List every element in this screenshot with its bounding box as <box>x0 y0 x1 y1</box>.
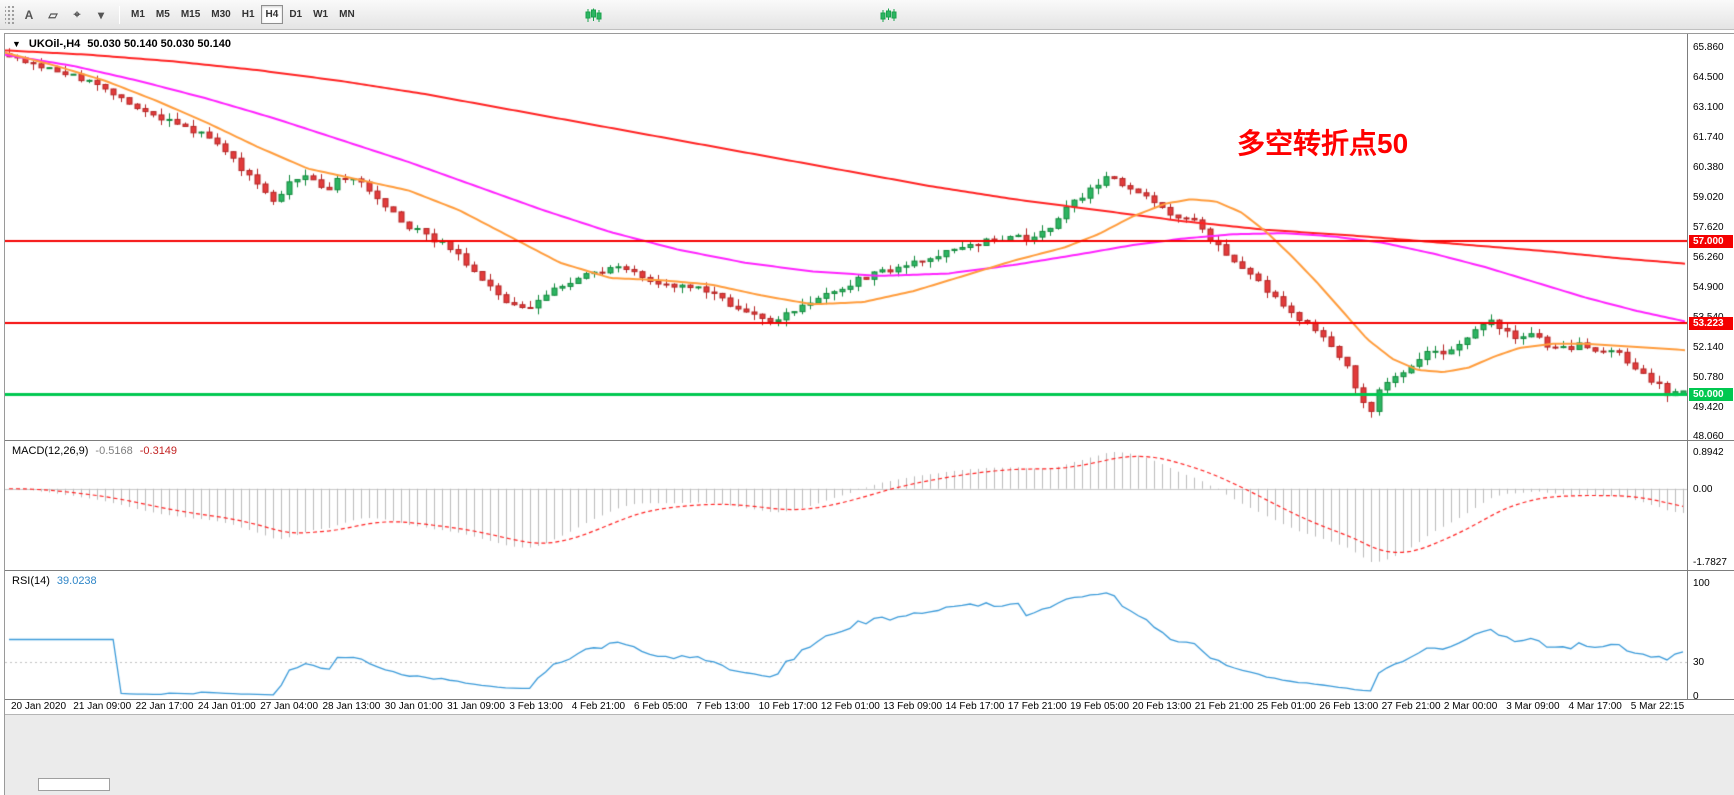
macd-panel[interactable]: MACD(12,26,9) -0.5168 -0.3149 0.8942 0.00… <box>5 441 1734 571</box>
chart-annotation: 多空转折点50 <box>1237 128 1409 159</box>
macd-axis-label: 0.8942 <box>1693 447 1724 458</box>
time-axis-label: 6 Feb 05:00 <box>634 701 688 712</box>
time-axis-label: 22 Jan 17:00 <box>135 701 194 712</box>
timeframe-button-h4[interactable]: H4 <box>260 5 284 24</box>
price-line-tag: 50.000 <box>1689 388 1733 402</box>
status-bar <box>5 715 1734 795</box>
time-axis[interactable]: 20 Jan 2020 21 Jan 09:00 22 Jan 17:00 24 Ja… <box>5 700 1734 715</box>
macd-main-value: -0.5168 <box>95 445 133 457</box>
green-candles-icon-1[interactable] <box>585 8 602 23</box>
timeframe-buttons: M1 M5 M15 M30 H1 H4 D1 W1 MN <box>126 5 361 24</box>
time-axis-label: 2 Mar 00:00 <box>1443 701 1498 712</box>
time-axis-label: 25 Feb 01:00 <box>1257 701 1316 712</box>
time-axis-label: 31 Jan 09:00 <box>447 701 505 712</box>
price-axis-label: 59.020 <box>1693 191 1724 203</box>
price-axis-label: 50.780 <box>1693 371 1724 383</box>
time-axis-label: 12 Feb 01:00 <box>820 701 880 712</box>
rsi-canvas <box>5 571 1687 699</box>
price-axis-label: 53.540 <box>1693 312 1724 323</box>
macd-signal-value: -0.3149 <box>139 445 178 457</box>
rsi-axis[interactable]: 100 30 0 <box>1687 571 1734 702</box>
price-axis-label: 61.740 <box>1693 132 1724 144</box>
time-axis-label: 3 Feb 13:00 <box>509 701 563 712</box>
time-axis-label: 28 Jan 13:00 <box>322 701 381 712</box>
toolbar-separator <box>119 5 120 24</box>
price-axis-label: 49.420 <box>1693 401 1724 413</box>
time-axis-label: 30 Jan 01:00 <box>384 701 443 712</box>
timeframe-button-h1[interactable]: H1 <box>241 9 255 20</box>
crosshair-tool-icon[interactable]: ⌖ <box>73 7 81 21</box>
price-axis-label: 54.900 <box>1693 281 1724 293</box>
macd-canvas <box>5 441 1687 570</box>
price-axis-label: 48.060 <box>1693 431 1724 443</box>
symbol-name: UKOil-,H4 <box>28 38 81 50</box>
time-axis-label: 20 Jan 2020 <box>11 701 67 712</box>
chart-window: ▼ UKOil-,H4 50.030 50.140 50.030 50.140 … <box>4 33 1734 795</box>
timeframe-button-w1[interactable]: W1 <box>313 9 329 20</box>
time-axis-label: 19 Feb 05:00 <box>1070 701 1130 712</box>
time-axis-label: 3 Mar 09:00 <box>1506 701 1560 712</box>
timeframe-button-m1[interactable]: M1 <box>131 9 145 20</box>
rsi-title: RSI(14) <box>12 575 50 587</box>
macd-label: MACD(12,26,9) -0.5168 -0.3149 <box>12 445 177 457</box>
toolbar: A ▱ ⌖ ▾ M1 M5 M15 M30 H1 H4 D1 W1 MN <box>0 0 1734 30</box>
time-axis-label: 27 Feb 21:00 <box>1381 701 1441 712</box>
price-axis[interactable]: 65.860 64.500 63.100 61.740 60.380 59.020 57.6… <box>1687 34 1734 443</box>
text-tool-icon[interactable]: A <box>24 7 34 22</box>
price-axis-label: 52.140 <box>1693 342 1724 354</box>
price-chart-canvas[interactable] <box>5 34 1687 440</box>
time-axis-label: 17 Feb 21:00 <box>1007 701 1067 712</box>
macd-axis-label: -1.7827 <box>1693 557 1727 568</box>
timeframe-button-d1[interactable]: D1 <box>289 9 303 20</box>
shapes-tool-icon[interactable]: ▱ <box>48 7 58 22</box>
time-axis-label: 21 Feb 21:00 <box>1194 701 1254 712</box>
price-line-tag: 53.223 <box>1689 317 1733 331</box>
time-axis-label: 26 Feb 13:00 <box>1319 701 1379 712</box>
collapse-arrow-icon[interactable]: ▼ <box>12 39 21 49</box>
chart-symbol-label: ▼ UKOil-,H4 50.030 50.140 50.030 50.140 <box>12 38 231 50</box>
macd-axis-label: 0.00 <box>1693 483 1713 495</box>
time-axis-label: 4 Mar 17:00 <box>1568 701 1622 712</box>
time-axis-label: 21 Jan 09:00 <box>73 701 132 712</box>
rsi-axis-label: 30 <box>1693 657 1705 669</box>
time-axis-label: 10 Feb 17:00 <box>758 701 818 712</box>
time-axis-label: 7 Feb 13:00 <box>696 701 750 712</box>
price-line-tag: 57.000 <box>1689 234 1733 248</box>
green-candles-icon-2[interactable] <box>880 8 897 23</box>
macd-axis[interactable]: 0.8942 0.00 -1.7827 <box>1687 441 1734 570</box>
timeframe-button-m15[interactable]: M15 <box>180 9 201 20</box>
price-axis-label: 60.380 <box>1693 161 1724 173</box>
time-axis-label: 14 Feb 17:00 <box>945 701 1005 712</box>
price-axis-label: 57.620 <box>1693 222 1724 234</box>
price-axis-label: 56.260 <box>1693 252 1724 264</box>
tools-dropdown-icon[interactable]: ▾ <box>97 7 105 22</box>
time-axis-label: 20 Feb 13:00 <box>1132 701 1192 712</box>
ohlc-values: 50.030 50.140 50.030 50.140 <box>87 38 232 50</box>
price-axis-label: 63.100 <box>1693 102 1724 114</box>
rsi-axis-label: 0 <box>1693 691 1699 702</box>
macd-title: MACD(12,26,9) <box>12 445 89 457</box>
rsi-value: 39.0238 <box>56 575 97 587</box>
main-chart-panel[interactable]: ▼ UKOil-,H4 50.030 50.140 50.030 50.140 … <box>5 34 1734 443</box>
rsi-panel[interactable]: RSI(14) 39.0238 100 30 0 <box>5 571 1734 702</box>
price-axis-label: 65.860 <box>1693 41 1724 53</box>
time-axis-label: 24 Jan 01:00 <box>197 701 256 712</box>
timeframe-button-mn[interactable]: MN <box>339 9 355 20</box>
time-axis-label: 4 Feb 21:00 <box>571 701 626 712</box>
rsi-label: RSI(14) 39.0238 <box>12 575 97 587</box>
drag-handle-icon[interactable] <box>5 5 16 24</box>
quick-navigation-box[interactable] <box>38 778 110 791</box>
price-axis-label: 64.500 <box>1693 71 1724 83</box>
timeframe-button-m30[interactable]: M30 <box>211 9 231 20</box>
rsi-axis-label: 100 <box>1693 578 1710 589</box>
timeframe-button-m5[interactable]: M5 <box>155 9 170 20</box>
time-axis-label: 13 Feb 09:00 <box>883 701 943 712</box>
time-axis-label: 27 Jan 04:00 <box>260 701 319 712</box>
toolbar-icons: A ▱ ⌖ ▾ <box>4 5 113 25</box>
time-axis-label: 5 Mar 22:15 <box>1630 701 1685 712</box>
